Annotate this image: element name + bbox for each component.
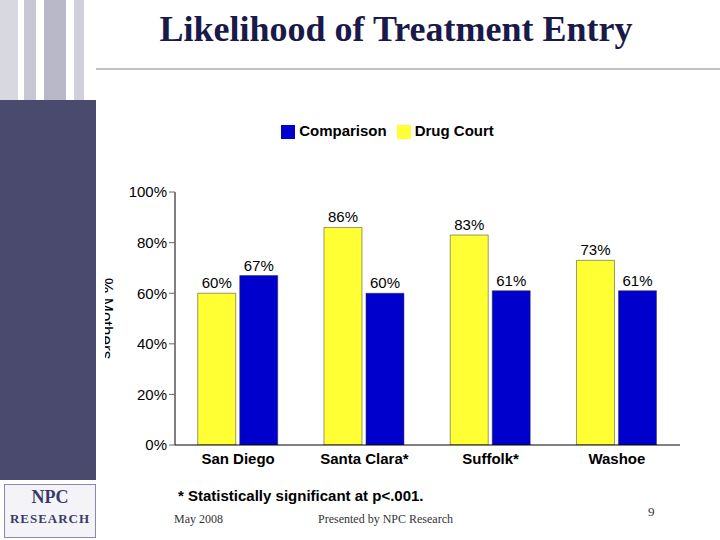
svg-text:60%: 60% — [370, 274, 400, 291]
svg-text:100%: 100% — [129, 183, 167, 200]
html-text:May 2008: May 2008 — [174, 512, 223, 526]
html-text:* Statistically significant at: * Statistically significant at p<.001. — [178, 487, 424, 504]
svg-text:Santa Clara*: Santa Clara* — [320, 450, 409, 467]
html-text:Likelihood of Treatment Entry: Likelihood of Treatment Entry — [159, 9, 633, 49]
svg-text:73%: 73% — [580, 241, 610, 258]
html-text:Comparison: Comparison — [299, 122, 387, 139]
html-text:RESEARCH: RESEARCH — [9, 511, 91, 526]
svg-text:40%: 40% — [137, 335, 167, 352]
svg-text:0%: 0% — [145, 436, 167, 453]
html-text:9: 9 — [648, 504, 655, 519]
svg-text:20%: 20% — [137, 386, 167, 403]
svg-text:Suffolk*: Suffolk* — [462, 450, 519, 467]
html-text:Presented by NPC Research: Presented by NPC Research — [318, 512, 453, 526]
svg-text:Washoe: Washoe — [588, 450, 645, 467]
svg-text:86%: 86% — [328, 208, 358, 225]
html-text:NPC: NPC — [31, 487, 69, 507]
svg-text:83%: 83% — [454, 216, 484, 233]
svg-text:61%: 61% — [622, 272, 652, 289]
svg-text:San Diego: San Diego — [201, 450, 274, 467]
html-text:Drug Court: Drug Court — [414, 122, 494, 139]
svg-text:61%: 61% — [496, 272, 526, 289]
svg-text:% Mothers: % Mothers — [105, 278, 116, 359]
svg-text:60%: 60% — [137, 285, 167, 302]
svg-text:60%: 60% — [202, 274, 232, 291]
svg-text:80%: 80% — [137, 234, 167, 251]
svg-text:67%: 67% — [244, 257, 274, 274]
